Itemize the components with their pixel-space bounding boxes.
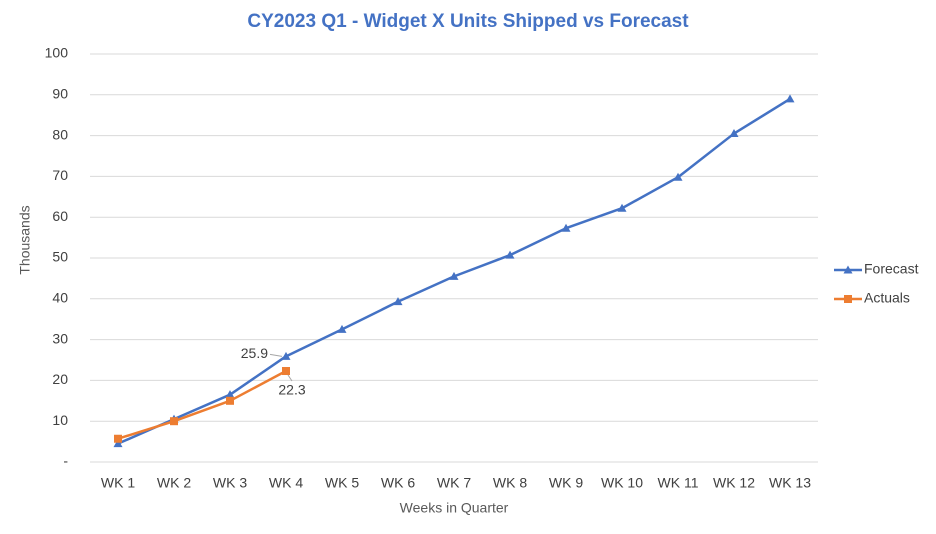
series-line: [117, 97, 791, 445]
y-tick-label: 100: [45, 45, 69, 61]
y-axis-label: Thousands: [17, 205, 33, 274]
x-tick-label: WK 9: [549, 475, 583, 491]
x-tick-label: WK 7: [437, 475, 471, 491]
leader-line: [287, 374, 293, 382]
x-tick-label: WK 8: [493, 475, 527, 491]
x-tick-label: WK 2: [157, 475, 191, 491]
x-tick-label: WK 10: [601, 475, 643, 491]
y-tick-label: -: [63, 453, 68, 469]
y-tick-label: 60: [52, 208, 68, 224]
marker: [337, 324, 347, 333]
x-tick-label: WK 11: [658, 475, 699, 491]
marker: [225, 390, 235, 399]
x-tick-label: WK 13: [769, 475, 811, 491]
x-tick-label: WK 6: [381, 475, 415, 491]
marker: [449, 271, 459, 280]
marker: [844, 295, 852, 303]
y-tick-label: 90: [52, 86, 68, 102]
x-tick-label: WK 4: [269, 475, 303, 491]
marker: [282, 367, 290, 376]
marker: [170, 417, 178, 426]
marker: [226, 396, 234, 405]
x-tick-label: WK 5: [325, 475, 359, 491]
legend-label: Forecast: [864, 261, 919, 277]
y-tick-label: 80: [52, 126, 68, 142]
marker: [281, 351, 291, 360]
data-label: 25.9: [241, 345, 268, 361]
marker: [673, 172, 683, 181]
marker: [843, 265, 853, 274]
marker: [785, 94, 795, 103]
y-tick-label: 10: [52, 412, 68, 428]
y-tick-label: 30: [52, 330, 68, 346]
y-tick-label: 40: [52, 290, 68, 306]
marker: [561, 223, 571, 232]
marker: [114, 434, 122, 443]
x-tick-label: WK 3: [213, 475, 247, 491]
y-tick-label: 70: [52, 167, 68, 183]
y-tick-label: 50: [52, 249, 68, 265]
marker: [113, 439, 123, 448]
chart-title: CY2023 Q1 - Widget X Units Shipped vs Fo…: [247, 11, 689, 32]
marker: [505, 250, 515, 259]
x-axis-label: Weeks in Quarter: [400, 500, 509, 516]
x-tick-label: WK 12: [713, 475, 755, 491]
marker: [729, 129, 739, 138]
x-tick-label: WK 1: [101, 475, 135, 491]
marker: [393, 297, 403, 306]
data-label: 22.3: [278, 382, 305, 398]
leader-line: [269, 353, 283, 357]
series-line: [117, 369, 287, 440]
y-tick-label: 20: [52, 371, 68, 387]
marker: [617, 203, 627, 212]
legend-label: Actuals: [864, 290, 910, 306]
